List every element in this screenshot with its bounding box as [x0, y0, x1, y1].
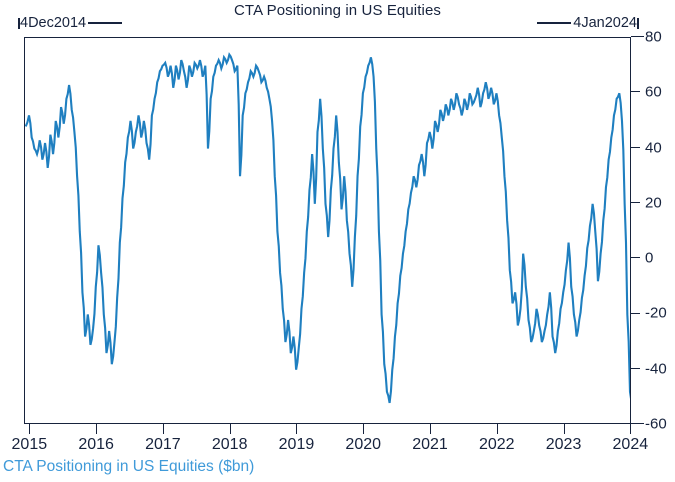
x-tick-2021 — [430, 424, 431, 434]
y-tick-40 — [631, 146, 640, 148]
start-date-label: 4Dec2014 — [20, 15, 87, 31]
y-tick-60 — [631, 91, 640, 93]
x-tick-2020 — [363, 424, 365, 434]
y-tick-label: 40 — [645, 139, 662, 157]
y-tick-20 — [631, 202, 640, 204]
y-tick-label: -60 — [645, 415, 667, 433]
end-bracket-icon — [637, 17, 639, 29]
x-tick-label: 2017 — [145, 436, 181, 453]
x-tick-2023 — [563, 424, 565, 434]
x-tick-label: 2018 — [211, 436, 248, 453]
x-tick-2015 — [29, 424, 31, 434]
x-tick-label: 2021 — [412, 436, 448, 453]
end-rule — [537, 22, 572, 24]
chart-title: CTA Positioning in US Equities — [234, 2, 441, 19]
x-tick-2022 — [496, 424, 498, 434]
x-tick-label: 2019 — [278, 436, 315, 453]
y-tick-neg20 — [631, 312, 640, 314]
start-date-marker: 4Dec2014 — [18, 15, 123, 31]
x-tick-2016 — [96, 424, 98, 434]
chart-footnote: CTA Positioning in US Equities ($bn) — [3, 458, 255, 475]
x-tick-label: 2024 — [612, 436, 649, 453]
start-rule — [88, 22, 123, 24]
y-tick-neg40 — [631, 367, 640, 369]
x-tick-label: 2015 — [11, 436, 48, 453]
start-bracket-icon — [18, 17, 20, 29]
x-tick-label: 2020 — [345, 436, 382, 453]
x-tick-2024 — [630, 424, 632, 434]
y-tick-label: -40 — [645, 360, 667, 378]
y-tick-label: -20 — [645, 304, 667, 322]
end-date-marker: 4Jan2024 — [537, 15, 639, 31]
y-tick-label: 0 — [645, 249, 654, 267]
y-tick-label: 60 — [645, 83, 662, 101]
series-line-cta-positioning — [25, 52, 630, 404]
x-tick-label: 2016 — [78, 436, 114, 453]
x-tick-label: 2022 — [478, 436, 515, 453]
x-tick-label: 2023 — [545, 436, 582, 453]
plot-area — [24, 37, 631, 424]
x-tick-2018 — [229, 424, 231, 434]
y-tick-label: 20 — [645, 194, 662, 212]
x-tick-2017 — [162, 424, 164, 434]
y-tick-0 — [631, 257, 640, 259]
x-tick-2019 — [296, 424, 298, 434]
y-tick-label: 80 — [645, 28, 662, 46]
end-date-label: 4Jan2024 — [573, 15, 637, 31]
y-tick-neg60 — [631, 423, 644, 425]
y-tick-80 — [631, 36, 644, 38]
